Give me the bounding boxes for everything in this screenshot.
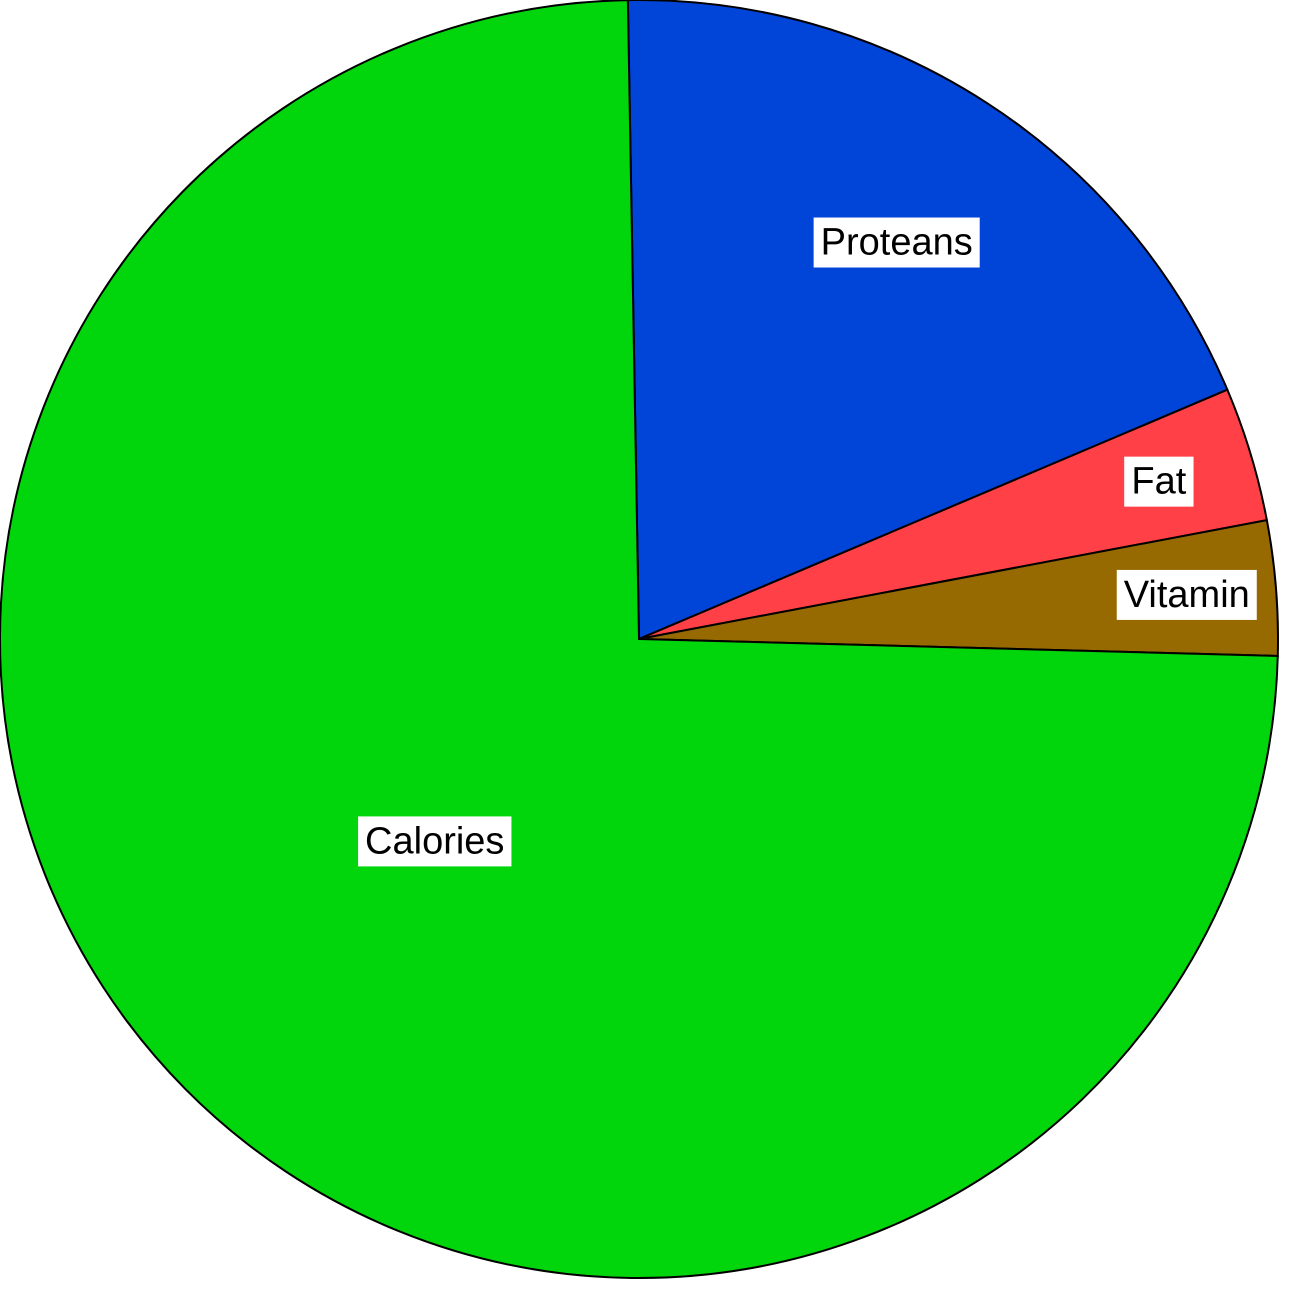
slice-label-proteans: Proteans <box>813 217 980 268</box>
slice-label-vitamin: Vitamin <box>1116 569 1257 620</box>
pie-slice-proteans <box>626 0 1229 641</box>
slice-label-calories: Calories <box>358 816 512 867</box>
slice-label-text: Calories <box>365 820 504 862</box>
slice-label-box <box>1116 569 1257 620</box>
slice-label-text: Fat <box>1131 461 1186 503</box>
slice-label-text: Vitamin <box>1124 574 1250 616</box>
slice-label-box <box>813 217 980 268</box>
slice-label-text: Proteans <box>821 222 973 264</box>
slices-layer <box>0 0 1279 1280</box>
slice-label-fat: Fat <box>1124 456 1194 507</box>
slice-label-box <box>1124 456 1194 507</box>
pie-slice-calories <box>0 0 1279 1280</box>
slice-label-box <box>358 816 512 867</box>
labels-layer: Proteans Fat Vitamin Calories <box>358 217 1257 867</box>
